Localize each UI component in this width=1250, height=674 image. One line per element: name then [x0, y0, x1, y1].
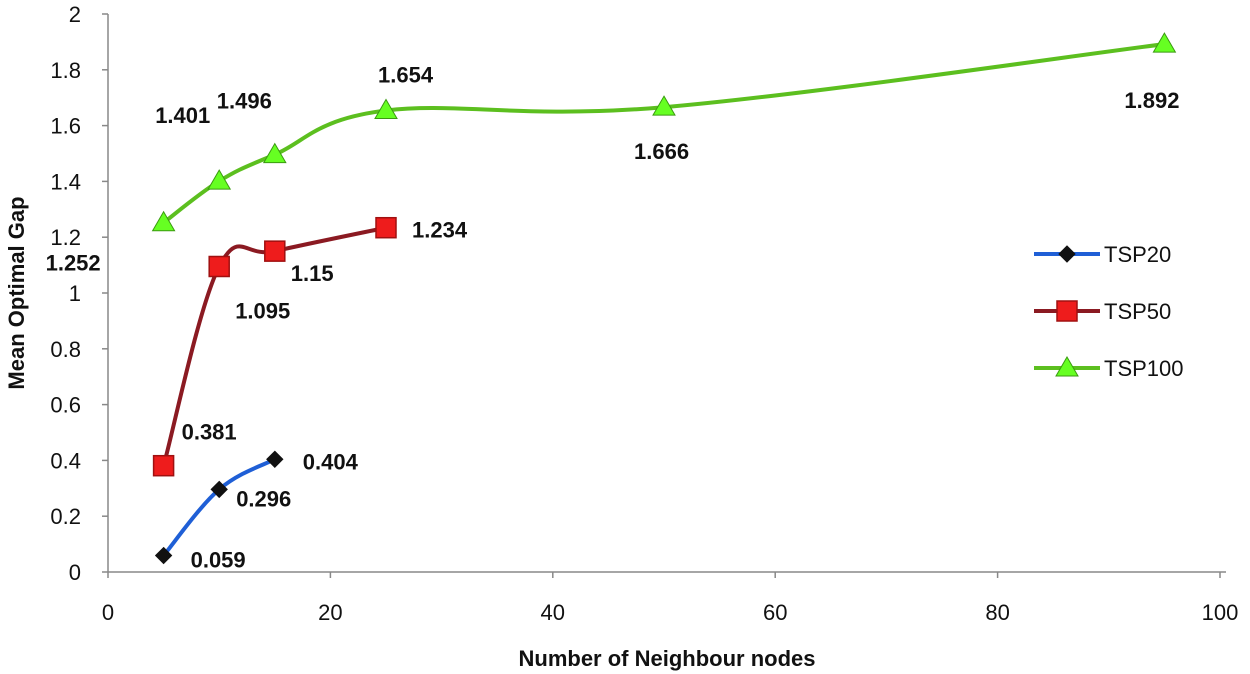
y-tick-label: 0.4: [50, 448, 81, 473]
legend: TSP20 TSP50 TSP100: [1034, 242, 1184, 381]
legend-label: TSP100: [1104, 356, 1184, 381]
data-point-tsp100: [262, 142, 287, 164]
x-tick-label: 80: [985, 600, 1009, 625]
y-tick-label: 1.8: [50, 58, 81, 83]
data-label-tsp100: 1.401: [155, 103, 210, 128]
y-tick-label: 0.2: [50, 504, 81, 529]
data-label-tsp100: 1.666: [634, 139, 689, 164]
data-point-tsp100: [374, 98, 398, 120]
legend-marker: [1058, 245, 1076, 263]
data-point-tsp50: [208, 255, 230, 278]
legend-label: TSP50: [1104, 299, 1171, 324]
data-label-tsp100: 1.496: [217, 89, 272, 114]
legend-marker: [1055, 356, 1079, 377]
data-label-tsp50: 1.095: [235, 298, 290, 323]
x-tick-label: 60: [763, 600, 787, 625]
data-point-tsp50: [375, 216, 397, 239]
data-label-tsp20: 0.404: [303, 449, 359, 474]
legend-marker: [1056, 300, 1078, 322]
data-point-tsp50: [152, 454, 175, 477]
x-tick-label: 40: [541, 600, 565, 625]
series-lines: [161, 42, 1167, 558]
legend-label: TSP20: [1104, 242, 1171, 267]
y-tick-label: 0: [69, 560, 81, 585]
data-label-tsp100: 1.892: [1124, 88, 1179, 113]
data-point-tsp100: [151, 210, 176, 232]
series-line-tsp100: [161, 42, 1167, 225]
y-tick-label: 1.2: [50, 225, 81, 250]
data-label-tsp50: 1.234: [412, 218, 468, 243]
data-point-tsp20: [154, 546, 173, 565]
x-tick-label: 100: [1202, 600, 1239, 625]
x-tick-label: 20: [318, 600, 342, 625]
data-label-tsp50: 0.381: [182, 420, 237, 445]
data-labels: 0.0590.2960.4040.3811.0951.151.2341.2521…: [46, 63, 1180, 573]
series-line-tsp50: [161, 225, 388, 468]
data-label-tsp20: 0.296: [236, 486, 291, 511]
data-label-tsp100: 1.654: [378, 63, 434, 88]
series-markers: [151, 32, 1177, 565]
x-axis-title: Number of Neighbour nodes: [519, 646, 816, 671]
data-point-tsp20: [210, 480, 228, 499]
y-tick-label: 0.8: [50, 337, 81, 362]
data-label-tsp100: 1.252: [46, 251, 101, 276]
y-tick-label: 2: [69, 2, 81, 27]
data-point-tsp50: [264, 240, 286, 262]
y-tick-label: 0.6: [50, 393, 81, 418]
axis-ticks: 00.20.40.60.811.21.41.61.820 20 40 60 80 100: [50, 2, 1238, 625]
y-tick-label: 1.6: [50, 114, 81, 139]
data-point-tsp20: [266, 450, 284, 468]
y-axis-title: Mean Optimal Gap: [4, 196, 29, 389]
data-point-tsp100: [207, 169, 232, 190]
x-tick-label: 0: [102, 600, 114, 625]
data-point-tsp100: [652, 95, 676, 116]
data-point-tsp100: [1152, 32, 1177, 53]
y-tick-label: 1.4: [50, 169, 81, 194]
data-label-tsp50: 1.15: [291, 261, 334, 286]
y-tick-label: 1: [69, 281, 81, 306]
data-label-tsp20: 0.059: [191, 548, 246, 573]
